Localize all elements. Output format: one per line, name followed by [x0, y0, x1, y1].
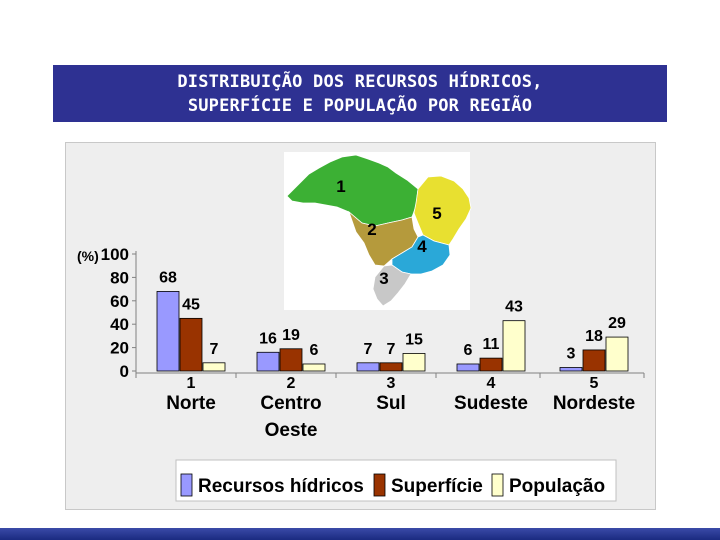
bar-popula-o-3 [502, 320, 526, 372]
y-tick-label: 40 [110, 315, 129, 334]
category-number: 4 [487, 375, 496, 392]
legend-swatch-recursos [180, 473, 193, 497]
bar-value-label: 6 [464, 342, 473, 359]
bar-value-label: 7 [364, 341, 373, 358]
bar-value-label: 18 [585, 328, 603, 345]
map-number-norte: 1 [336, 177, 345, 196]
map-region-sudeste [391, 234, 451, 275]
bar-value-label: 6 [310, 342, 319, 359]
bar-value-label: 68 [159, 269, 177, 286]
bar-recursos-h-dricos-1 [256, 351, 280, 372]
map-region-nordeste [413, 175, 472, 246]
footer-bar [0, 528, 720, 540]
bar-superf-cie-0 [179, 317, 203, 372]
bar-value-label: 15 [405, 331, 423, 348]
bar-value-label: 7 [387, 341, 396, 358]
title-banner: DISTRIBUIÇÃO DOS RECURSOS HÍDRICOS, SUPE… [53, 65, 667, 122]
legend-label-populacao: População [509, 476, 605, 497]
category-name: Sudeste [454, 393, 528, 414]
value-labels-group: 68 16 7 6 3 45 19 7 11 18 7 6 15 43 29 [159, 269, 626, 362]
legend-label-superficie: Superfície [391, 476, 483, 497]
legend-label-recursos: Recursos hídricos [198, 476, 364, 497]
bar-superf-cie-4 [582, 349, 606, 372]
category-number: 3 [387, 375, 396, 392]
map-region-sul [372, 264, 412, 307]
category-name: Norte [166, 393, 216, 414]
bar-recursos-h-dricos-3 [456, 363, 480, 372]
bar-value-label: 11 [483, 336, 500, 353]
bar-value-label: 3 [567, 345, 576, 362]
bar-value-label: 16 [259, 330, 277, 347]
map-number-centro-oeste: 2 [367, 220, 376, 239]
y-axis-label: (%) [77, 248, 99, 264]
category-name: Nordeste [553, 393, 635, 414]
category-name: Oeste [265, 420, 318, 441]
category-number: 1 [187, 375, 196, 392]
bar-recursos-h-dricos-2 [356, 362, 380, 372]
bar-recursos-h-dricos-0 [156, 291, 180, 372]
map-number-nordeste: 5 [432, 204, 441, 223]
y-tick-label: 0 [120, 362, 129, 381]
legend-swatch-superficie [373, 473, 386, 497]
title-line-1: DISTRIBUIÇÃO DOS RECURSOS HÍDRICOS, [177, 71, 543, 92]
bar-value-label: 19 [282, 327, 300, 344]
category-name: Centro [260, 393, 321, 414]
legend: Recursos hídricos Superfície População [175, 459, 617, 502]
bars-group [156, 291, 629, 372]
y-tick-label: 20 [110, 339, 129, 358]
y-tick-label: 100 [101, 245, 129, 264]
bar-value-label: 43 [505, 299, 523, 316]
bar-popula-o-0 [202, 362, 226, 372]
title-line-2: SUPERFÍCIE E POPULAÇÃO POR REGIÃO [187, 95, 533, 116]
bar-popula-o-4 [605, 336, 629, 372]
category-name: Sul [376, 393, 406, 414]
map-number-sudeste: 4 [417, 237, 427, 256]
map-number-sul: 3 [379, 269, 388, 288]
chart-panel: 1 2 3 4 5 (%) 100 80 60 40 20 0 68 16 7 6 3 45 19 7 1… [65, 142, 656, 510]
y-tick-label: 60 [110, 292, 129, 311]
bar-value-label: 45 [182, 296, 200, 313]
bar-superf-cie-3 [479, 357, 503, 372]
bar-value-label: 7 [210, 341, 219, 358]
bar-superf-cie-2 [379, 362, 403, 372]
y-ticks: 100 80 60 40 20 0 [101, 245, 136, 381]
legend-box [175, 459, 617, 502]
bar-recursos-h-dricos-4 [559, 367, 583, 372]
bar-superf-cie-1 [279, 348, 303, 372]
legend-swatch-populacao [491, 473, 504, 497]
bar-value-label: 29 [608, 315, 626, 332]
bar-popula-o-2 [402, 353, 426, 372]
bar-popula-o-1 [302, 363, 326, 372]
y-tick-label: 80 [110, 268, 129, 287]
brazil-map: 1 2 3 4 5 [284, 152, 472, 310]
category-number: 2 [287, 375, 296, 392]
category-number: 5 [590, 375, 599, 392]
